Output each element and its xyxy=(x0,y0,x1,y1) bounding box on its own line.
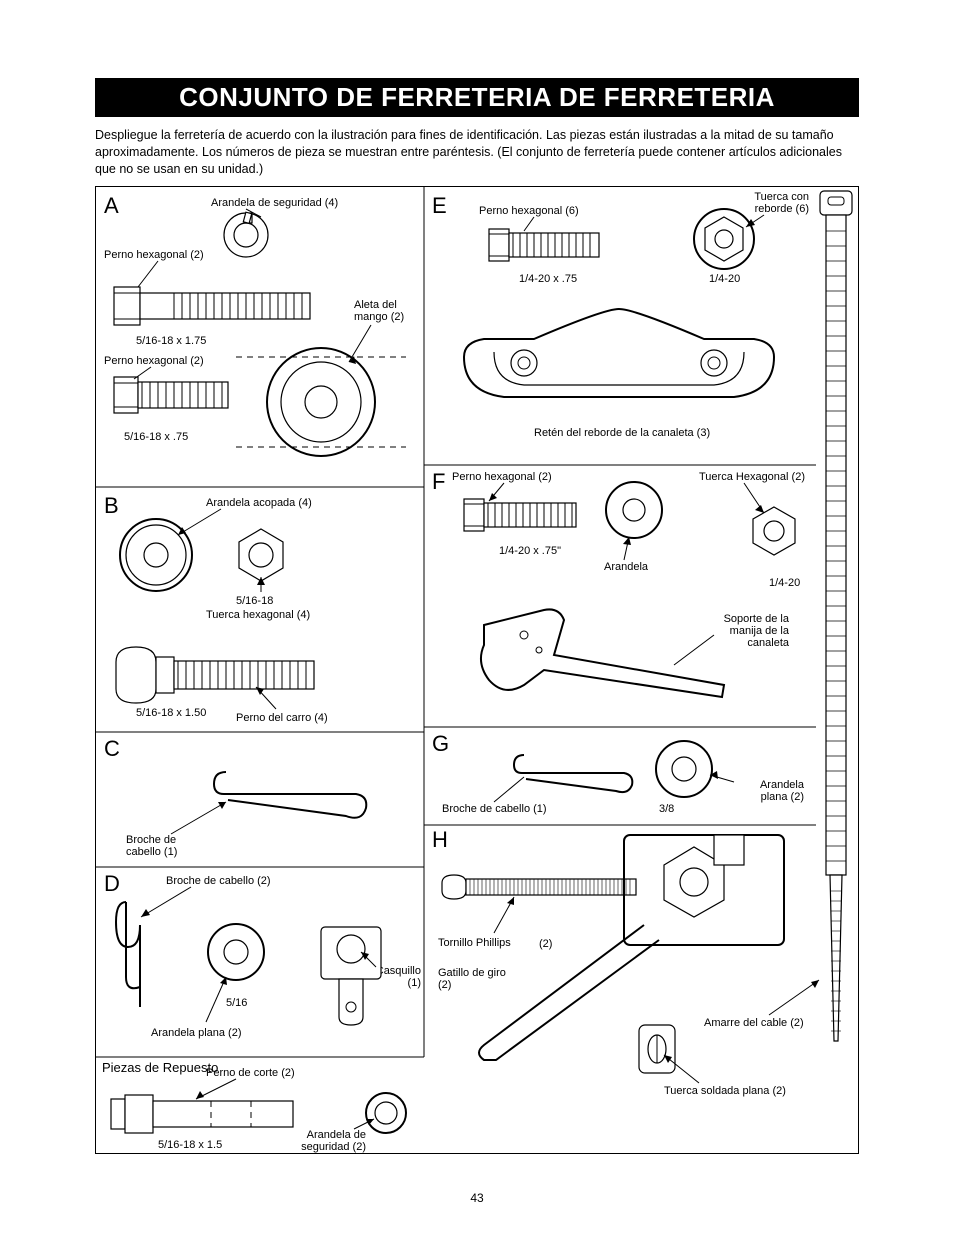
section-a: A Arandela de seguridad (4) Perno hexago… xyxy=(96,187,424,487)
section-spare: Piezas de Repuesto Perno de corte (2) 5/… xyxy=(96,1057,424,1155)
page-number: 43 xyxy=(0,1191,954,1205)
section-e: E Perno hexagonal (6) 1/4-20 x .75 Tuerc… xyxy=(424,187,860,465)
cable-tie-illustration xyxy=(816,191,860,1051)
section-d: D Broche de cabello (2) 5/16 Arandela pl… xyxy=(96,867,424,1057)
section-g: G Broche de cabello (1) 3/8 Arandela pla… xyxy=(424,727,860,825)
page-title: CONJUNTO DE FERRETERIA DE FERRETERIA xyxy=(95,78,859,117)
section-f: F Perno hexagonal (2) 1/4-20 x .75" Aran… xyxy=(424,465,860,727)
intro-text: Despliegue la ferretería de acuerdo con … xyxy=(95,127,859,178)
section-b: B Arandela acopada (4) 5/16-18 Tuerca he… xyxy=(96,487,424,732)
page: CONJUNTO DE FERRETERIA DE FERRETERIA Des… xyxy=(0,0,954,1235)
section-h: H Tornillo Phillips (2) Gatillo de giro … xyxy=(424,825,860,1155)
diagram-grid: A Arandela de seguridad (4) Perno hexago… xyxy=(95,186,859,1154)
section-c: C Broche de cabello (1) xyxy=(96,732,424,867)
